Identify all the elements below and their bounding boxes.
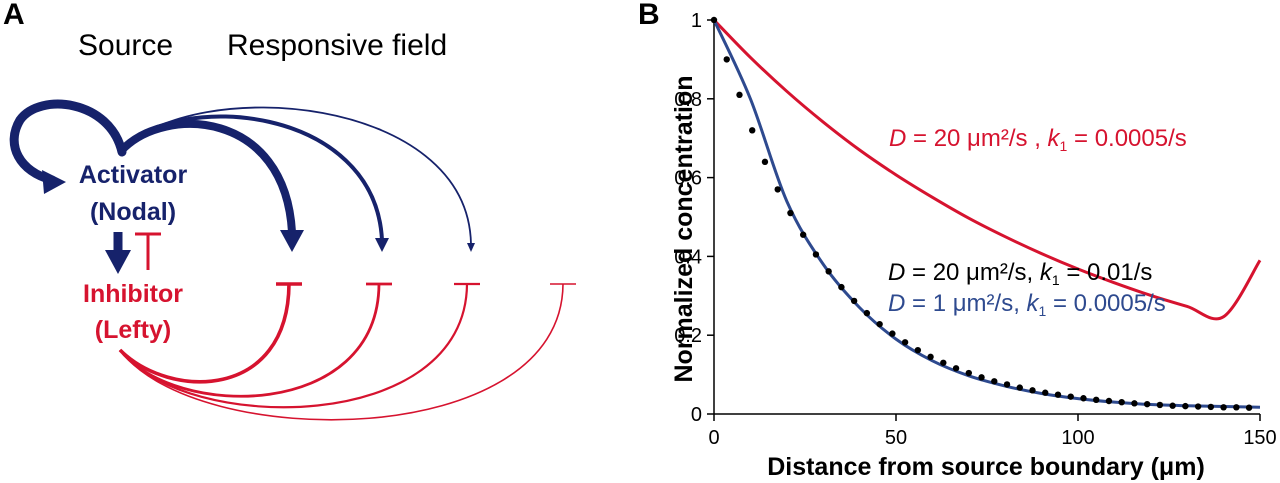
series-dot: [1042, 389, 1049, 396]
series-dot: [965, 369, 972, 377]
series-dot: [1143, 400, 1151, 408]
series-dot: [940, 359, 947, 366]
x-tick-label: 50: [885, 427, 907, 449]
annotation-red: D = 20 μm²/s , k1 = 0.0005/s: [889, 125, 1187, 154]
x-tick-label: 150: [1243, 427, 1276, 449]
activator-sublabel: (Nodal): [90, 198, 176, 226]
series-dot: [1080, 395, 1087, 402]
series-dot: [825, 268, 832, 275]
series-dot: [914, 346, 922, 354]
header-source: Source: [78, 29, 173, 62]
series-dot: [1054, 391, 1062, 398]
series-layer: [710, 16, 1262, 411]
y-tick-label: 0.4: [674, 246, 702, 268]
activator-arc-medium-head: [375, 238, 389, 252]
panel-b-label: B: [640, 0, 660, 31]
annotation-blue: D = 1 μm²/s, k1 = 0.0005/s: [888, 290, 1166, 319]
series-dot: [1105, 397, 1113, 405]
y-tick-label: 0.6: [674, 168, 702, 190]
x-tick-label: 100: [1061, 427, 1094, 449]
series-dot: [952, 365, 960, 372]
inhibitor-blocks-activator: [135, 232, 161, 270]
activator-arc-thick-head: [280, 230, 304, 252]
series-line-1: [712, 19, 1261, 409]
y-tick-label: 0: [691, 404, 702, 426]
series-dot: [889, 330, 896, 337]
series-line-0: [712, 18, 1262, 321]
series-dot: [761, 158, 769, 166]
series-dot: [710, 16, 718, 24]
series-dot: [991, 378, 998, 385]
inhibitor-sublabel: (Lefty): [95, 316, 171, 344]
series-dot: [1220, 404, 1227, 411]
series-dot: [1067, 393, 1074, 400]
activator-arc-thin: [121, 106, 472, 245]
activator-arc-thin-head: [467, 243, 475, 252]
annotation-black: D = 20 μm²/s, k1 = 0.01/s: [888, 259, 1152, 288]
header-responsive-field: Responsive field: [227, 29, 447, 62]
panel-a-label: A: [3, 0, 25, 31]
series-dot: [787, 209, 794, 217]
series-dot: [736, 91, 743, 99]
series-dot: [978, 374, 985, 381]
panel-b-chart: B Normalized concentration Distance from…: [640, 0, 1277, 481]
series-dot: [1156, 401, 1164, 409]
series-dot: [850, 297, 858, 305]
series-dot: [1029, 387, 1036, 394]
series-dot: [838, 283, 845, 291]
inhibitor-arc-1: [118, 282, 302, 384]
y-axis-label: Normalized concentration: [670, 76, 698, 383]
series-dot: [723, 56, 730, 63]
series-dot: [863, 309, 871, 317]
series-dot: [1194, 403, 1202, 410]
y-tick-label: 1: [691, 10, 702, 32]
activator-label: Activator: [79, 161, 188, 189]
axes: 0 50 100 150 0 0.2 0.4 0.6 0.8 1: [674, 10, 1277, 449]
activator-to-inhibitor-arrowhead: [105, 250, 131, 274]
x-axis-label: Distance from source boundary (μm): [767, 453, 1205, 481]
series-dot: [1131, 400, 1138, 407]
activator-self-loop-arrow: [9, 99, 127, 185]
series-dot: [1233, 404, 1240, 411]
inhibitor-arc-3: [119, 282, 480, 409]
inhibitor-label: Inhibitor: [83, 280, 183, 308]
y-tick-label: 0.2: [674, 325, 702, 347]
series-dot: [799, 231, 807, 238]
series-dot: [774, 186, 781, 193]
series-dot: [1016, 384, 1023, 391]
series-dot: [1245, 404, 1253, 411]
series-dot: [1118, 398, 1125, 406]
series-dot: [812, 251, 820, 258]
activator-self-loop-arrowhead: [42, 170, 66, 194]
series-dot: [749, 127, 756, 134]
series-dot: [901, 339, 909, 346]
series-dot: [1093, 396, 1100, 404]
series-dot: [876, 320, 883, 328]
inhibitor-arc-4: [119, 283, 576, 421]
series-dot: [1207, 403, 1215, 411]
x-tick-label: 0: [708, 427, 719, 449]
series-dot: [1003, 381, 1011, 388]
series-dot: [927, 353, 934, 361]
panel-a-diagram: A Source Responsive field Activator (Nod…: [3, 0, 576, 421]
y-tick-label: 0.8: [674, 89, 702, 111]
inhibitor-arc-2: [118, 282, 392, 398]
series-dot: [1182, 402, 1189, 410]
series-dot: [1169, 402, 1176, 409]
